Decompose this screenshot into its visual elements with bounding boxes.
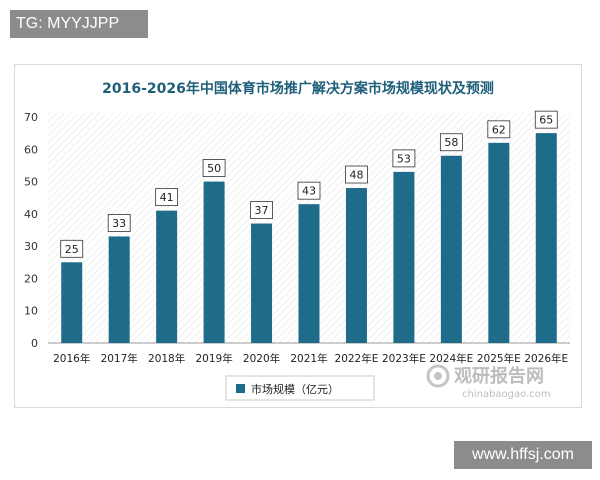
chart-title: 2016-2026年中国体育市场推广解决方案市场规模现状及预测 [102, 80, 494, 97]
y-tick-label: 10 [24, 305, 38, 318]
data-label: 65 [539, 114, 553, 127]
x-tick-label: 2022年E [335, 352, 379, 365]
watermark-cn: 观研报告网 [454, 365, 544, 387]
data-label: 41 [160, 191, 174, 204]
data-label-box [534, 110, 558, 129]
data-label: 50 [207, 162, 221, 175]
x-tick-label: 2021年 [290, 352, 327, 365]
data-label-box [60, 239, 84, 258]
x-axis-ticks: 2016年 2017年 2018年 2019年 2020年 2021年 2022年E 2023… [53, 352, 568, 365]
data-label: 62 [492, 123, 506, 136]
bar [298, 204, 320, 343]
watermark-en: chinabaogao.com [462, 389, 551, 400]
bar [156, 210, 178, 343]
data-label-box [487, 120, 511, 139]
bottom-right-tag: www.hffsj.com [454, 441, 592, 469]
legend-swatch [236, 384, 245, 393]
bar [440, 155, 462, 343]
bar [535, 133, 557, 343]
y-tick-label: 30 [24, 240, 38, 253]
y-tick-label: 40 [24, 208, 38, 221]
watermark-logo-icon [426, 364, 450, 388]
top-left-tag: TG: MYYJJPP [10, 10, 148, 38]
x-tick-label: 2017年 [101, 352, 138, 365]
y-tick-label: 70 [24, 111, 38, 124]
y-tick-label: 50 [24, 176, 38, 189]
bar [61, 262, 83, 343]
y-axis-ticks: 0 10 20 30 40 50 60 70 [24, 111, 38, 350]
data-label: 43 [302, 185, 316, 198]
data-label-box [107, 214, 131, 232]
data-label-box [297, 181, 321, 200]
bar [488, 142, 510, 343]
data-label-box [155, 188, 179, 207]
y-tick-label: 60 [24, 143, 38, 156]
data-label: 37 [255, 204, 269, 217]
data-label: 25 [65, 243, 79, 256]
x-tick-label: 2024年E [429, 352, 473, 365]
legend-label: 市场规模（亿元） [251, 382, 339, 396]
bar-series: 25 33 41 50 37 43 48 53 58 62 65 [60, 110, 558, 343]
bar [251, 223, 273, 343]
data-label: 53 [397, 152, 411, 165]
x-tick-label: 2018年 [148, 352, 185, 365]
bar [108, 236, 130, 343]
x-tick-label: 2025年E [477, 352, 521, 365]
bar [203, 181, 225, 343]
legend-box [225, 375, 375, 401]
watermark-logo-inner-icon [434, 372, 442, 380]
data-label-box [439, 133, 463, 152]
bar [345, 188, 367, 343]
x-tick-label: 2023年E [382, 352, 426, 365]
data-label-box [250, 201, 273, 219]
x-tick-label: 2026年E [524, 352, 568, 365]
data-label-box [202, 159, 226, 177]
bar [393, 171, 415, 343]
data-label-box [345, 165, 368, 184]
x-tick-label: 2020年 [243, 352, 280, 365]
data-label-box [392, 149, 416, 168]
data-label: 33 [112, 217, 126, 230]
x-tick-label: 2016年 [53, 352, 90, 365]
y-tick-label: 20 [24, 272, 38, 285]
data-label: 58 [444, 136, 458, 149]
x-tick-label: 2019年 [195, 352, 232, 365]
y-tick-label: 0 [31, 337, 38, 350]
watermark: 观研报告网 chinabaogao.com [426, 364, 551, 400]
data-label: 48 [349, 169, 363, 182]
